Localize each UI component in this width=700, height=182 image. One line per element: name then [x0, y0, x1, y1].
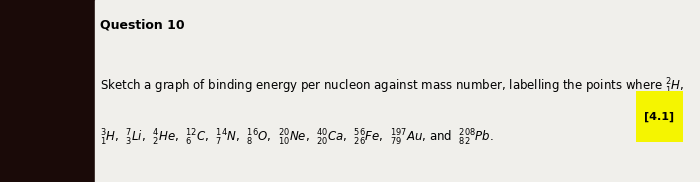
- Text: [4.1]: [4.1]: [644, 111, 675, 122]
- Bar: [94, 0, 700, 182]
- Text: $^{3}_{1}H$,  $^{7}_{3}Li$,  $^{4}_{2}He$,  $^{12}_{6}C$,  $^{14}_{7}N$,  $^{16}: $^{3}_{1}H$, $^{7}_{3}Li$, $^{4}_{2}He$,…: [100, 127, 494, 147]
- Text: Sketch a graph of binding energy per nucleon against mass number, labelling the : Sketch a graph of binding energy per nuc…: [100, 76, 685, 96]
- Text: Question 10: Question 10: [100, 18, 185, 31]
- FancyBboxPatch shape: [636, 91, 683, 142]
